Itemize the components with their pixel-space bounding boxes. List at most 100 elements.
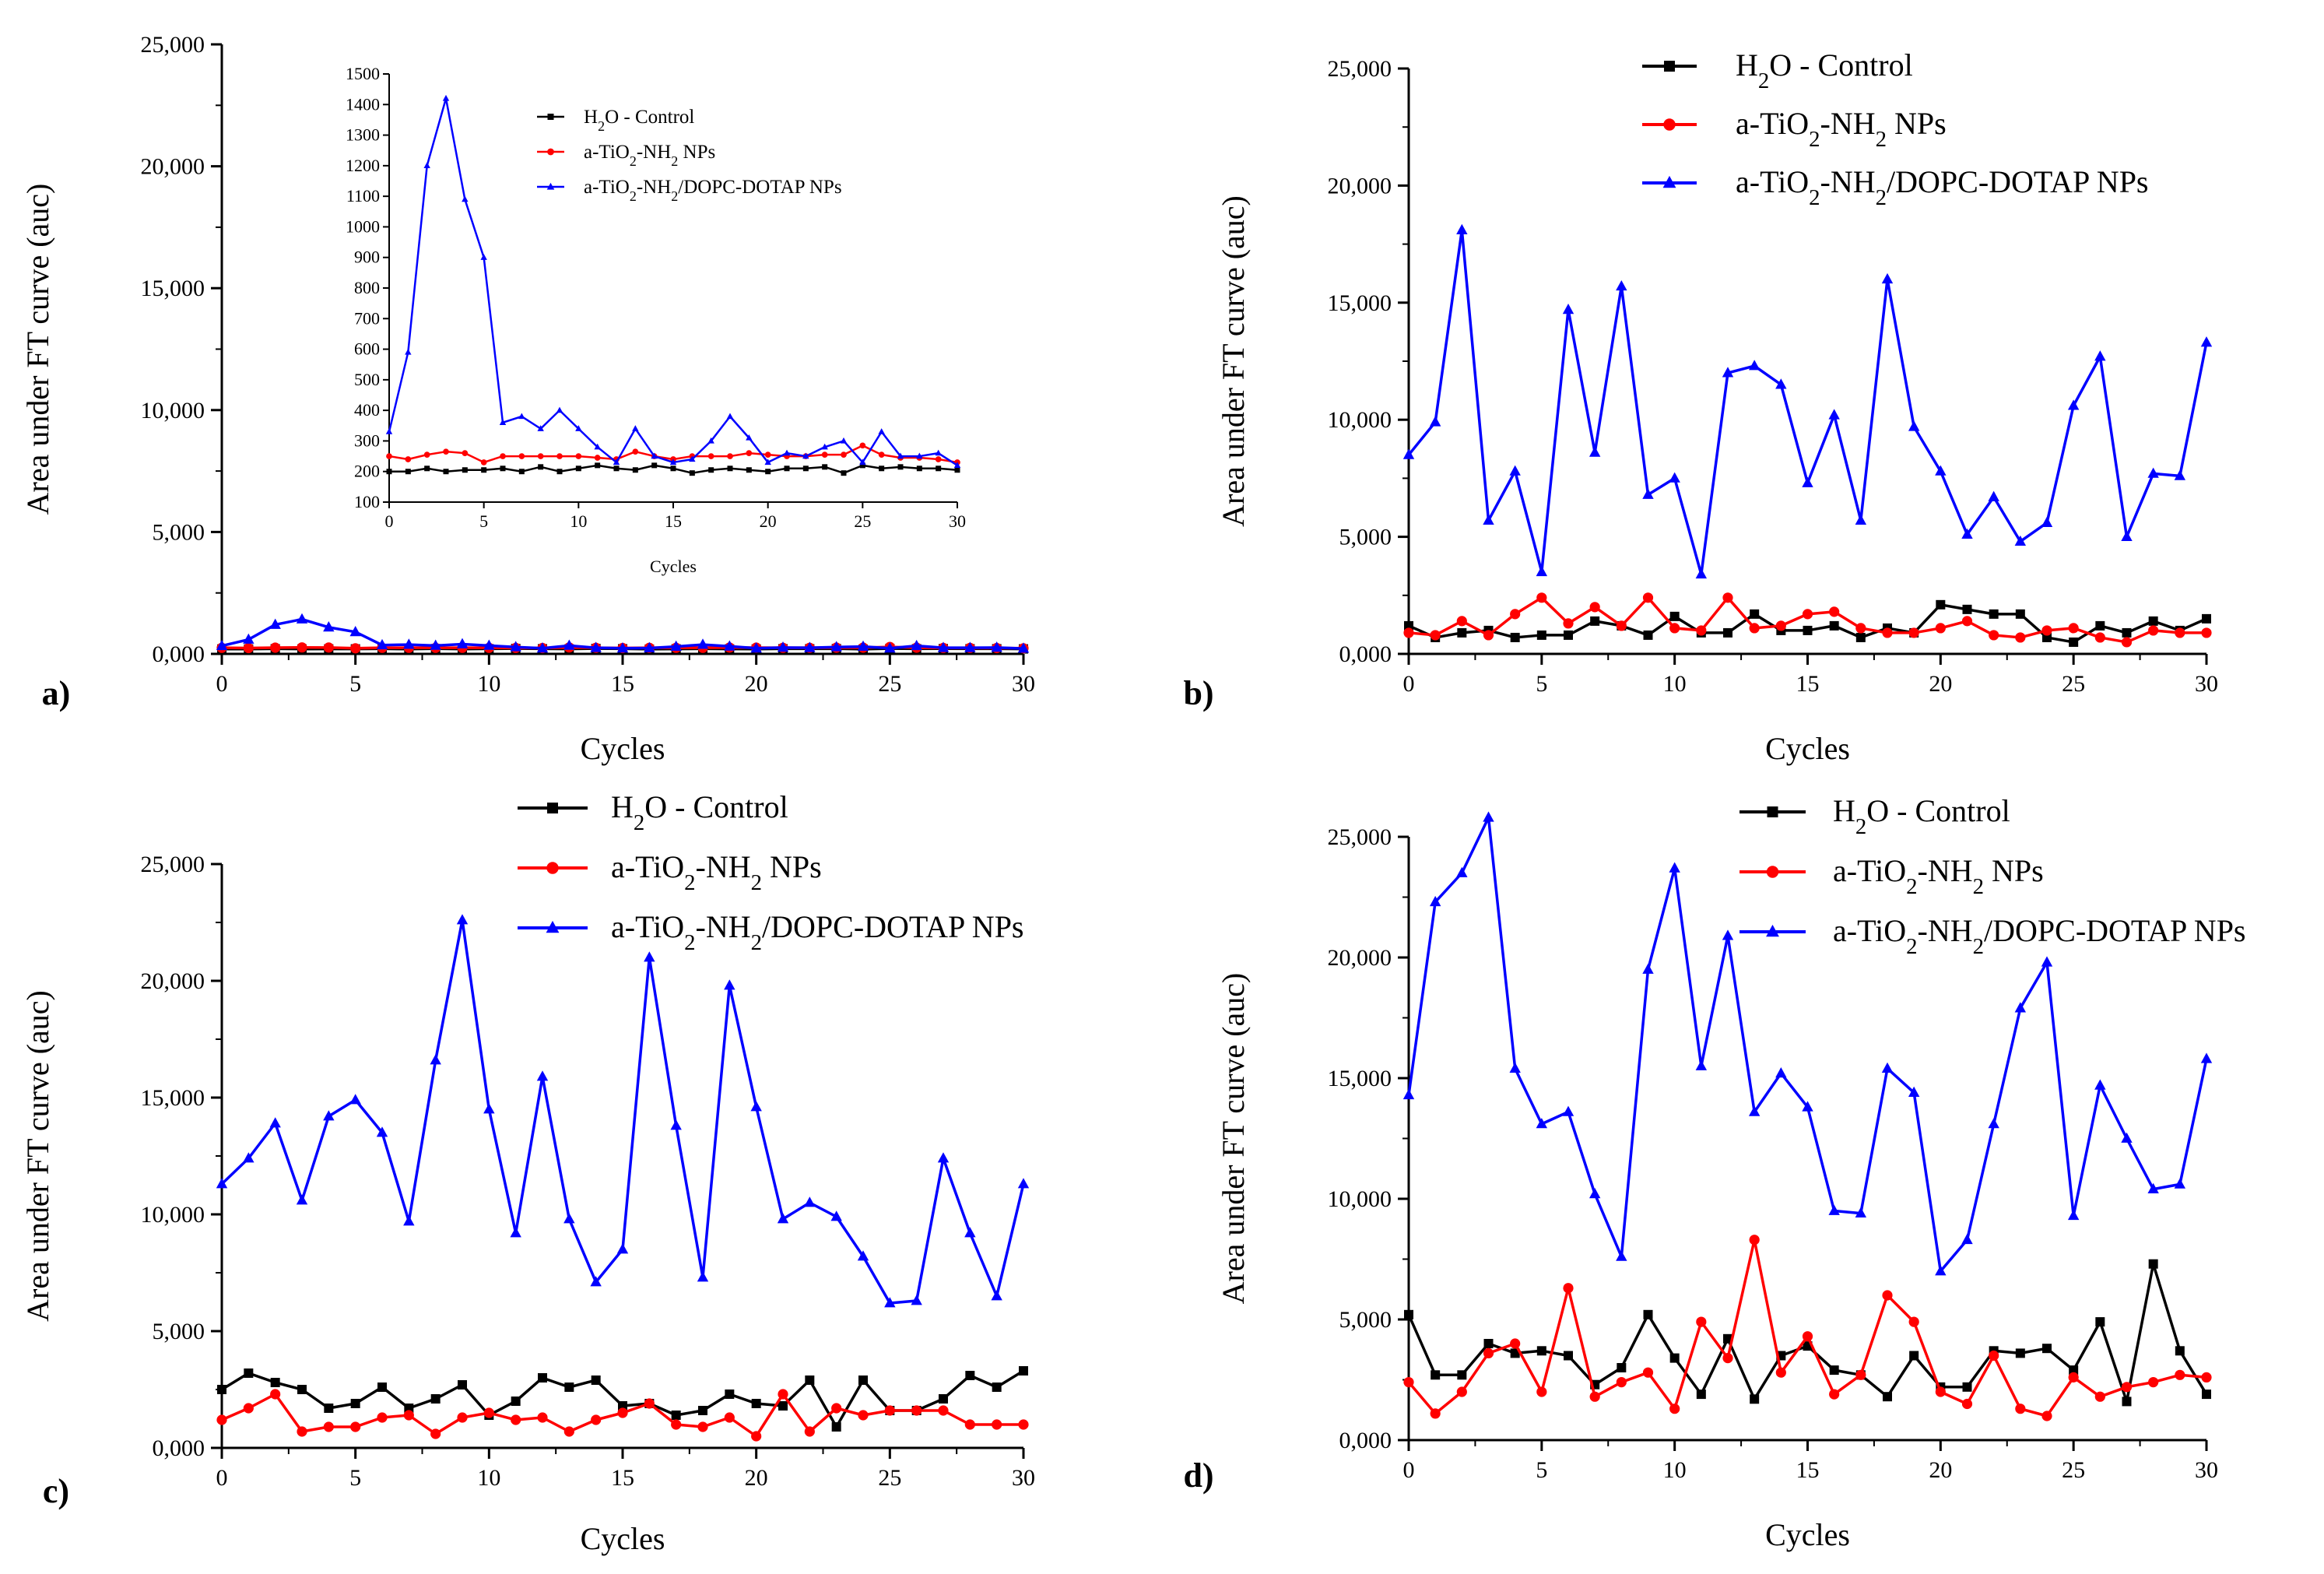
- data-point-a-2: [830, 641, 842, 652]
- data-point-b-1: [1642, 592, 1654, 603]
- data-point-d-1: [2094, 1391, 2105, 1402]
- data-point-c-2: [777, 1213, 789, 1224]
- data-point-b-2: [1908, 420, 1920, 431]
- data-point-b-0: [1643, 630, 1653, 640]
- inset-data-point-2: [499, 419, 507, 426]
- data-point-c-1: [377, 1412, 388, 1423]
- data-point-d-2: [2174, 1178, 2186, 1189]
- data-point-a-2: [403, 638, 415, 649]
- data-point-a-2: [884, 641, 896, 653]
- y-tick-label-a: 0,000: [153, 641, 205, 667]
- inset-data-point-0: [859, 462, 865, 469]
- x-tick-label-d: 0: [1403, 1457, 1415, 1483]
- data-point-d-0: [2042, 1344, 2052, 1354]
- inset-y-tick-label: 700: [354, 308, 380, 328]
- data-point-d-0: [1909, 1351, 1919, 1361]
- data-point-c-1: [216, 1414, 227, 1425]
- data-point-c-2: [991, 1290, 1002, 1301]
- legend-marker-b-2: [1662, 175, 1676, 188]
- x-axis-label-c: Cycles: [581, 1521, 665, 1556]
- data-point-d-1: [2121, 1382, 2133, 1393]
- data-point-b-2: [1429, 416, 1441, 427]
- panel-label-b: b): [1183, 674, 1213, 712]
- data-point-b-1: [1775, 620, 1786, 631]
- data-point-c-0: [858, 1375, 868, 1385]
- inset-y-tick-label: 100: [354, 492, 380, 511]
- data-point-b-0: [1590, 616, 1600, 626]
- inset-data-point-2: [802, 452, 809, 459]
- data-point-d-0: [1404, 1309, 1413, 1319]
- data-point-b-2: [1935, 465, 1947, 476]
- x-axis-label-b: Cycles: [1765, 731, 1850, 766]
- inset-data-point-2: [423, 162, 430, 169]
- data-point-b-2: [2200, 336, 2213, 347]
- data-point-a-2: [937, 641, 950, 652]
- data-point-d-1: [1829, 1389, 1840, 1400]
- data-point-c-1: [884, 1405, 895, 1416]
- y-axis-label-c: Area under FT curve (auc): [20, 990, 55, 1322]
- data-point-d-0: [1643, 1309, 1653, 1319]
- y-tick-label-b: 25,000: [1328, 56, 1392, 82]
- inset-data-point-2: [897, 452, 904, 459]
- inset-data-point-2: [575, 425, 582, 431]
- data-point-a-2: [991, 641, 1002, 652]
- data-point-c-0: [324, 1404, 334, 1413]
- data-point-c-0: [511, 1397, 521, 1406]
- data-point-d-1: [1855, 1369, 1866, 1380]
- data-point-d-1: [1536, 1386, 1547, 1397]
- data-point-b-2: [1722, 367, 1734, 378]
- data-point-d-2: [2067, 1209, 2080, 1221]
- legend-marker-c-0: [547, 803, 558, 813]
- data-point-c-2: [349, 1094, 361, 1105]
- inset-data-point-1: [462, 450, 469, 456]
- data-point-d-1: [1563, 1283, 1574, 1294]
- data-point-a-2: [724, 640, 735, 651]
- data-point-b-2: [1562, 304, 1574, 314]
- inset-data-point-1: [518, 453, 525, 459]
- data-point-b-2: [2121, 530, 2133, 541]
- inset-data-point-2: [405, 348, 412, 355]
- data-point-b-1: [1669, 623, 1680, 634]
- data-point-b-2: [1802, 476, 1813, 487]
- legend-marker-d-2: [1766, 924, 1779, 937]
- data-point-c-0: [404, 1404, 414, 1413]
- data-point-b-1: [1961, 616, 1973, 627]
- y-tick-label-d: 10,000: [1328, 1186, 1392, 1212]
- data-point-a-2: [857, 640, 869, 652]
- data-point-c-2: [456, 914, 469, 925]
- y-tick-label-c: 25,000: [141, 852, 205, 877]
- legend-marker-c-1: [546, 862, 559, 874]
- data-point-b-2: [2067, 399, 2080, 410]
- y-tick-label-d: 25,000: [1328, 824, 1392, 850]
- data-point-d-0: [1669, 1353, 1680, 1363]
- inset-data-point-2: [669, 458, 677, 466]
- inset-data-point-1: [727, 453, 733, 459]
- inset-x-tick-label: 30: [949, 511, 966, 531]
- data-point-a-2: [296, 613, 308, 624]
- inset-data-point-2: [689, 455, 696, 462]
- data-point-d-0: [1431, 1370, 1441, 1380]
- data-point-d-0: [1483, 1339, 1494, 1348]
- legend-label-d-2: a-TiO2-NH2/DOPC-DOTAP NPs: [1833, 913, 2246, 959]
- legend-marker-b-0: [1664, 61, 1675, 72]
- data-point-d-2: [2041, 956, 2053, 967]
- data-point-b-0: [1936, 599, 1946, 610]
- inset-data-point-1: [480, 459, 487, 466]
- inset-data-point-0: [575, 466, 581, 472]
- data-point-c-2: [1017, 1178, 1030, 1189]
- data-point-d-1: [2148, 1377, 2159, 1388]
- legend-marker-b-1: [1663, 118, 1676, 131]
- data-point-d-1: [1642, 1367, 1654, 1378]
- x-tick-label-c: 20: [745, 1465, 768, 1491]
- inset-data-point-1: [821, 451, 828, 458]
- data-point-b-2: [1881, 272, 1894, 284]
- data-point-d-0: [1962, 1382, 1972, 1392]
- data-point-c-1: [911, 1405, 922, 1416]
- inset-x-tick-label: 15: [665, 511, 682, 531]
- data-point-c-1: [403, 1410, 414, 1421]
- data-point-c-1: [457, 1412, 468, 1423]
- legend-label-d-0: H2O - Control: [1833, 793, 2010, 839]
- data-point-c-2: [670, 1119, 682, 1130]
- data-point-d-0: [1696, 1390, 1706, 1400]
